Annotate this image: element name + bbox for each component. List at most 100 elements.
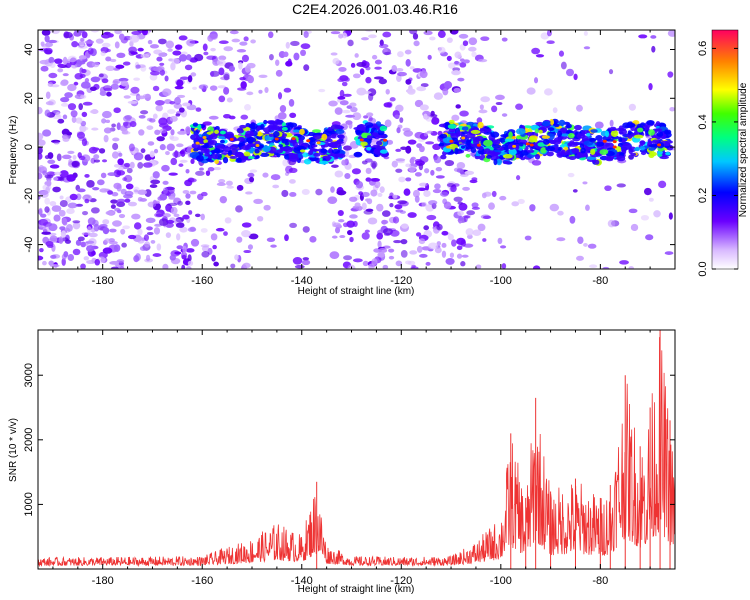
noise-blob xyxy=(208,33,218,41)
noise-blob xyxy=(418,162,424,171)
noise-blob xyxy=(230,263,236,269)
noise-blob xyxy=(341,159,347,166)
noise-blob xyxy=(76,131,86,139)
noise-blob xyxy=(195,170,205,176)
signal-peak xyxy=(511,136,516,140)
noise-blob xyxy=(389,203,394,208)
noise-blob xyxy=(102,219,110,225)
noise-blob xyxy=(81,68,87,74)
noise-blob xyxy=(272,184,280,189)
noise-blob xyxy=(140,148,146,154)
signal-blob xyxy=(203,148,210,153)
noise-blob xyxy=(107,33,114,38)
noise-blob xyxy=(410,266,419,269)
noise-blob xyxy=(241,230,251,238)
noise-blob xyxy=(162,187,168,194)
noise-blob xyxy=(347,39,354,47)
noise-blob xyxy=(544,88,553,96)
noise-blob xyxy=(236,49,247,53)
noise-blob xyxy=(66,208,75,215)
noise-blob xyxy=(200,244,210,248)
signal-blob xyxy=(545,146,556,152)
noise-blob xyxy=(343,145,353,151)
noise-blob xyxy=(302,257,310,261)
noise-blob xyxy=(404,49,412,55)
noise-blob xyxy=(149,150,155,158)
noise-blob xyxy=(90,76,101,83)
signal-blob xyxy=(541,120,551,127)
noise-blob xyxy=(585,204,590,211)
noise-blob xyxy=(334,227,341,234)
signal-blob xyxy=(486,154,492,159)
noise-blob xyxy=(181,51,188,55)
signal-blob xyxy=(586,132,591,137)
noise-blob xyxy=(109,58,117,63)
signal-blob xyxy=(627,130,632,135)
noise-blob xyxy=(365,167,372,174)
noise-blob xyxy=(459,110,469,117)
signal-blob xyxy=(535,121,544,126)
noise-blob xyxy=(604,185,612,192)
noise-blob xyxy=(205,170,211,176)
noise-blob xyxy=(355,180,364,189)
noise-blob xyxy=(110,83,119,90)
noise-blob xyxy=(169,101,176,105)
noise-blob xyxy=(49,200,57,207)
noise-blob xyxy=(153,200,161,205)
signal-blob xyxy=(309,139,316,146)
noise-blob xyxy=(366,112,374,117)
noise-blob xyxy=(150,179,161,185)
signal-blob xyxy=(470,129,481,134)
noise-blob xyxy=(110,266,119,269)
noise-blob xyxy=(38,146,43,155)
noise-blob xyxy=(49,164,60,169)
noise-blob xyxy=(107,172,117,177)
noise-blob xyxy=(438,46,446,54)
noise-blob xyxy=(587,243,597,249)
noise-blob xyxy=(179,226,188,233)
noise-blob xyxy=(154,223,162,227)
signal-blob xyxy=(338,134,345,140)
noise-blob xyxy=(462,186,470,191)
noise-blob xyxy=(111,192,119,197)
signal-blob xyxy=(502,154,513,159)
signal-blob xyxy=(214,129,219,134)
noise-blob xyxy=(379,186,385,193)
noise-blob xyxy=(90,227,96,233)
noise-blob xyxy=(362,260,369,267)
snr-series-line xyxy=(38,337,675,568)
noise-blob xyxy=(178,35,188,41)
noise-blob xyxy=(215,227,225,232)
noise-blob xyxy=(558,50,565,57)
noise-blob xyxy=(218,95,226,103)
noise-blob xyxy=(480,96,491,103)
noise-blob xyxy=(143,234,149,242)
noise-blob xyxy=(166,143,175,152)
signal-peak xyxy=(291,137,296,141)
noise-blob xyxy=(45,186,50,194)
noise-blob xyxy=(328,100,338,107)
noise-blob xyxy=(405,78,412,85)
noise-blob xyxy=(71,40,79,48)
signal-blob xyxy=(502,160,510,165)
noise-blob xyxy=(38,106,43,115)
noise-blob xyxy=(137,30,147,33)
noise-blob xyxy=(356,62,367,67)
noise-blob xyxy=(225,180,233,186)
colorbar-tick-label: 0.6 xyxy=(697,41,709,56)
signal-blob xyxy=(652,139,660,143)
signal-blob xyxy=(281,126,288,131)
noise-blob xyxy=(149,44,160,49)
noise-blob xyxy=(75,203,84,207)
noise-blob xyxy=(249,176,255,183)
noise-blob xyxy=(38,172,43,180)
signal-blob xyxy=(361,132,368,139)
noise-blob xyxy=(170,129,175,136)
noise-blob xyxy=(341,81,348,87)
noise-blob xyxy=(239,41,248,46)
noise-blob xyxy=(174,150,179,159)
noise-blob xyxy=(270,174,281,181)
noise-blob xyxy=(394,114,400,120)
signal-blob xyxy=(590,129,598,133)
signal-blob xyxy=(665,151,671,156)
